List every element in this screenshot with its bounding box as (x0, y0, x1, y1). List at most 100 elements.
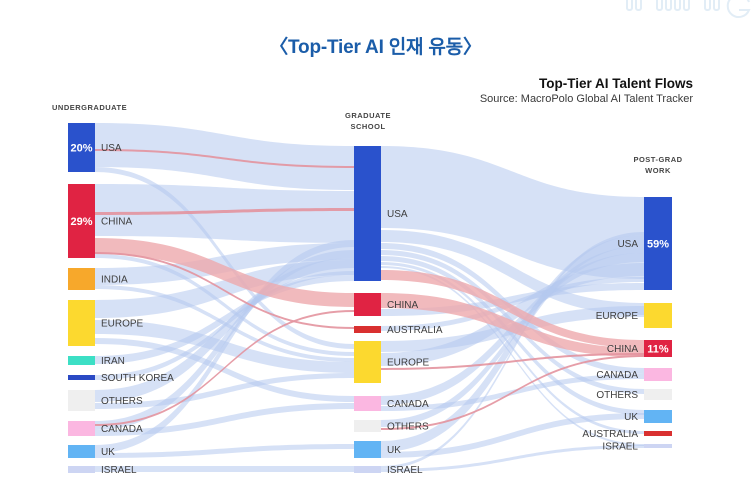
logo-g-mark (726, 0, 751, 18)
sankey-node-2-europe (644, 303, 672, 328)
sankey-node-label-2-uk: UK (624, 412, 638, 423)
sankey-node-1-europe (354, 341, 381, 383)
sankey-node-1-china (354, 293, 381, 316)
sankey-node-label-0-iran: IRAN (101, 356, 125, 367)
sankey-node-label-1-europe: EUROPE (387, 358, 430, 369)
sankey-node-label-0-israel: ISRAEL (101, 465, 137, 476)
sankey-flow-israel-to-usa (381, 232, 644, 469)
sankey-node-0-others (68, 390, 95, 411)
sankey-flow-europe-to-canada (95, 338, 354, 402)
sankey-node-pct-2-china: 11% (647, 344, 669, 356)
sankey-node-2-usa (644, 197, 672, 290)
sankey-node-label-1-usa: USA (387, 209, 408, 220)
sankey-node-1-canada (354, 396, 381, 411)
sankey-node-0-europe (68, 300, 95, 346)
sankey-node-label-0-usa: USA (101, 143, 122, 154)
sankey-node-label-0-canada: CANADA (101, 424, 143, 435)
sankey-node-2-china (644, 340, 672, 357)
sankey-node-0-china (68, 184, 95, 258)
sankey-flow-europe-to-china (381, 353, 644, 370)
logo-bar (683, 0, 690, 11)
sankey-flow-china-to-china (95, 238, 354, 307)
chart-source: Source: MacroPolo Global AI Talent Track… (479, 93, 693, 105)
sankey-node-0-uk (68, 445, 95, 458)
sankey-flow-others-to-usa (381, 246, 644, 427)
sankey-node-label-2-canada: CANADA (596, 370, 638, 381)
logo-bar (713, 0, 720, 11)
sankey-node-2-canada (644, 368, 672, 381)
sankey-node-0-south-korea (68, 375, 95, 380)
sankey-flow-europe-to-usa (381, 263, 644, 366)
logo-bar (626, 0, 633, 11)
sankey-node-label-2-australia: AUSTRALIA (582, 429, 638, 440)
sankey-node-2-israel (644, 444, 672, 448)
sankey-flow-india-to-usa (95, 243, 354, 285)
sankey-flow-usa-to-usa (95, 123, 354, 190)
sankey-node-label-1-canada: CANADA (387, 399, 429, 410)
sankey-node-label-1-australia: AUSTRALIA (387, 325, 443, 336)
watermark-logo (626, 0, 751, 18)
sankey-node-1-uk (354, 441, 381, 458)
sankey-node-label-1-uk: UK (387, 445, 401, 456)
sankey-node-label-1-others: OTHERS (387, 422, 429, 433)
sankey-flow-china-to-australia (95, 252, 354, 329)
sankey-flow-china-to-europe (95, 254, 354, 356)
sankey-flow-usa-to-usa (381, 146, 644, 279)
sankey-flow-china-to-usa (95, 184, 354, 243)
sankey-flow-israel-to-israel (381, 445, 644, 472)
sankey-node-1-others (354, 420, 381, 432)
sankey-flow-uk-to-usa (95, 240, 354, 453)
sankey-flow-canada-to-usa (95, 250, 354, 430)
sankey-flow-iran-to-usa (95, 275, 354, 364)
column-header-graduate-school: GRADUATE SCHOOL (345, 111, 391, 131)
logo-bar (674, 0, 681, 11)
sankey-node-label-0-india: INDIA (101, 275, 128, 286)
sankey-flow-canada-to-china (95, 310, 354, 426)
sankey-flow-uk-to-uk (95, 444, 354, 458)
sankey-node-label-2-china: CHINA (607, 344, 638, 355)
sankey-node-label-2-others: OTHERS (596, 390, 638, 401)
sankey-flow-china-to-china (381, 293, 644, 357)
sankey-flow-usa-to-china (381, 270, 644, 348)
sankey-node-pct-0-usa: 20% (70, 143, 92, 155)
sankey-flow-uk-to-uk (381, 413, 644, 458)
sankey-flow-usa-to-israel (381, 266, 644, 446)
sankey-node-pct-0-china: 29% (70, 216, 92, 228)
sankey-node-label-2-israel: ISRAEL (602, 442, 638, 453)
sankey-node-0-iran (68, 356, 95, 365)
logo-bar (704, 0, 711, 11)
sankey-flow-israel-to-israel (95, 466, 354, 472)
sankey-flow-usa-to-europe (381, 230, 644, 315)
sankey-node-0-canada (68, 421, 95, 436)
sankey-flow-others-to-europe (95, 373, 354, 409)
sankey-node-label-0-europe: EUROPE (101, 319, 144, 330)
column-header-undergraduate: UNDERGRADUATE (52, 103, 128, 112)
logo-bar (635, 0, 642, 11)
sankey-node-0-israel (68, 466, 95, 473)
logo-bar (665, 0, 672, 11)
chart-title: Top-Tier AI Talent Flows (538, 76, 693, 91)
sankey-node-0-india (68, 268, 95, 290)
sankey-node-1-usa (354, 146, 381, 281)
sankey-node-2-australia (644, 431, 672, 436)
sankey-flow-uk-to-usa (381, 235, 644, 452)
sankey-flow-china-to-usa (95, 208, 354, 215)
sankey-node-label-0-others: OTHERS (101, 396, 143, 407)
sankey-flow-usa-to-usa (95, 149, 354, 168)
sankey-node-label-2-europe: EUROPE (596, 311, 639, 322)
logo-bar (656, 0, 663, 11)
sankey-node-label-1-china: CHINA (387, 300, 418, 311)
sankey-flow-others-to-china (381, 355, 644, 430)
sankey-node-label-1-israel: ISRAEL (387, 465, 423, 476)
chart-header: Top-Tier AI Talent Flows Source: MacroPo… (480, 76, 693, 105)
sankey-node-label-0-china: CHINA (101, 217, 132, 228)
sankey-node-label-0-uk: UK (101, 447, 115, 458)
sankey-node-1-australia (354, 326, 381, 333)
column-header-post-grad-work: POST-GRAD WORK (633, 155, 683, 175)
sankey-node-0-usa (68, 123, 95, 172)
sankey-node-label-0-south-korea: SOUTH KOREA (101, 373, 174, 384)
sankey-node-2-uk (644, 410, 672, 423)
sankey-node-label-2-usa: USA (617, 239, 638, 250)
page-title: 〈Top-Tier AI 인재 유동〉 (269, 37, 482, 58)
